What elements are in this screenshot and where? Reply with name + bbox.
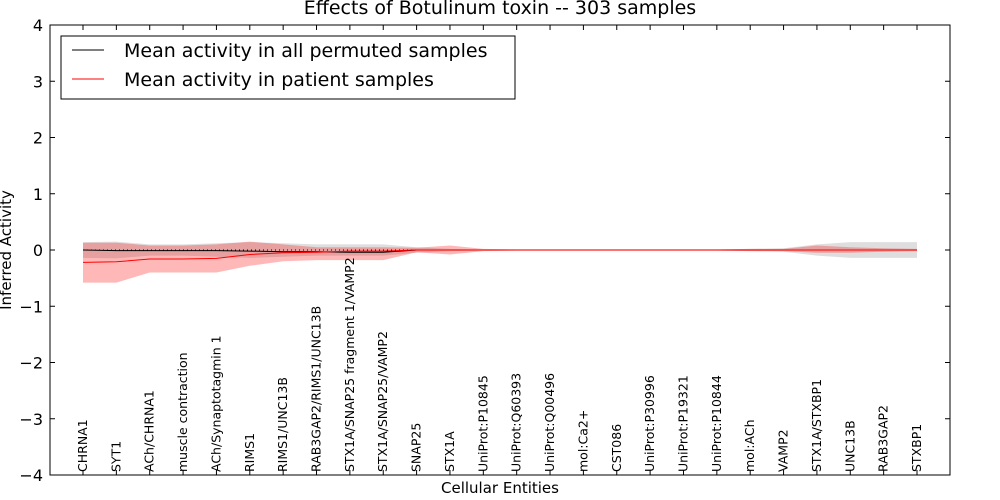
series-lines [82,249,917,263]
category-label: STX1A/STXBP1 [809,379,824,472]
category-label: ACh/Synaptotagmin 1 [208,335,223,472]
category-label: STX1A/SNAP25/VAMP2 [375,331,390,472]
y-tick-label: −2 [19,354,43,373]
category-label: RAB3GAP2 [876,405,891,472]
category-label: UniProt:P10845 [475,375,490,472]
category-labels: CHRNA1 SYT1 ACh/CHRNA1 muscle contraction AC… [75,25,924,475]
category-label: STXBP1 [909,424,924,472]
category-label: UniProt:Q00496 [542,373,557,472]
category-label: STX1A/SNAP25 fragment 1/VAMP2 [342,257,357,472]
category-label: VAMP2 [776,429,791,472]
category-label: STX1A [442,431,457,472]
y-axis-title: Inferred Activity [0,190,15,310]
category-label: RAB3GAP2/RIMS1/UNC13B [309,306,324,472]
category-label: UniProt:P30996 [642,375,657,472]
legend-label-permuted: Mean activity in all permuted samples [124,40,487,62]
y-tick-label: −3 [19,410,43,429]
y-tick-label: −4 [19,466,43,485]
chart-title: Effects of Botulinum toxin -- 303 sample… [304,0,696,19]
y-tick-label: 2 [33,129,43,148]
category-label: muscle contraction [175,352,190,472]
y-tick-label: 3 [33,72,43,91]
line-patient [82,249,917,263]
category-label: RIMS1/UNC13B [275,377,290,472]
category-label: RIMS1 [242,433,257,472]
legend-box [60,35,516,100]
category-label: UniProt:P19321 [676,375,691,472]
y-tick-label: 4 [33,16,43,35]
category-label: UniProt:Q60393 [509,373,524,472]
category-label: UNC13B [842,420,857,472]
x-axis-title: Cellular Entities [441,479,559,497]
category-label: UniProt:P10844 [709,375,724,472]
category-label: ACh/CHRNA1 [142,390,157,472]
category-label: mol:ACh [742,420,757,473]
legend: Mean activity in all permuted samples Me… [60,35,516,100]
category-label: SYT1 [108,441,123,472]
category-label: SNAP25 [409,423,424,472]
y-tick-label: −1 [19,297,43,316]
y-axis: −4 −3 −2 −1 0 1 2 3 4 [19,16,950,485]
category-label: CST086 [609,424,624,472]
category-label: mol:Ca2+ [575,410,590,472]
category-label: CHRNA1 [75,419,90,472]
y-tick-label: 1 [33,185,43,204]
legend-label-patient: Mean activity in patient samples [124,69,434,91]
y-tick-label: 0 [33,241,43,260]
